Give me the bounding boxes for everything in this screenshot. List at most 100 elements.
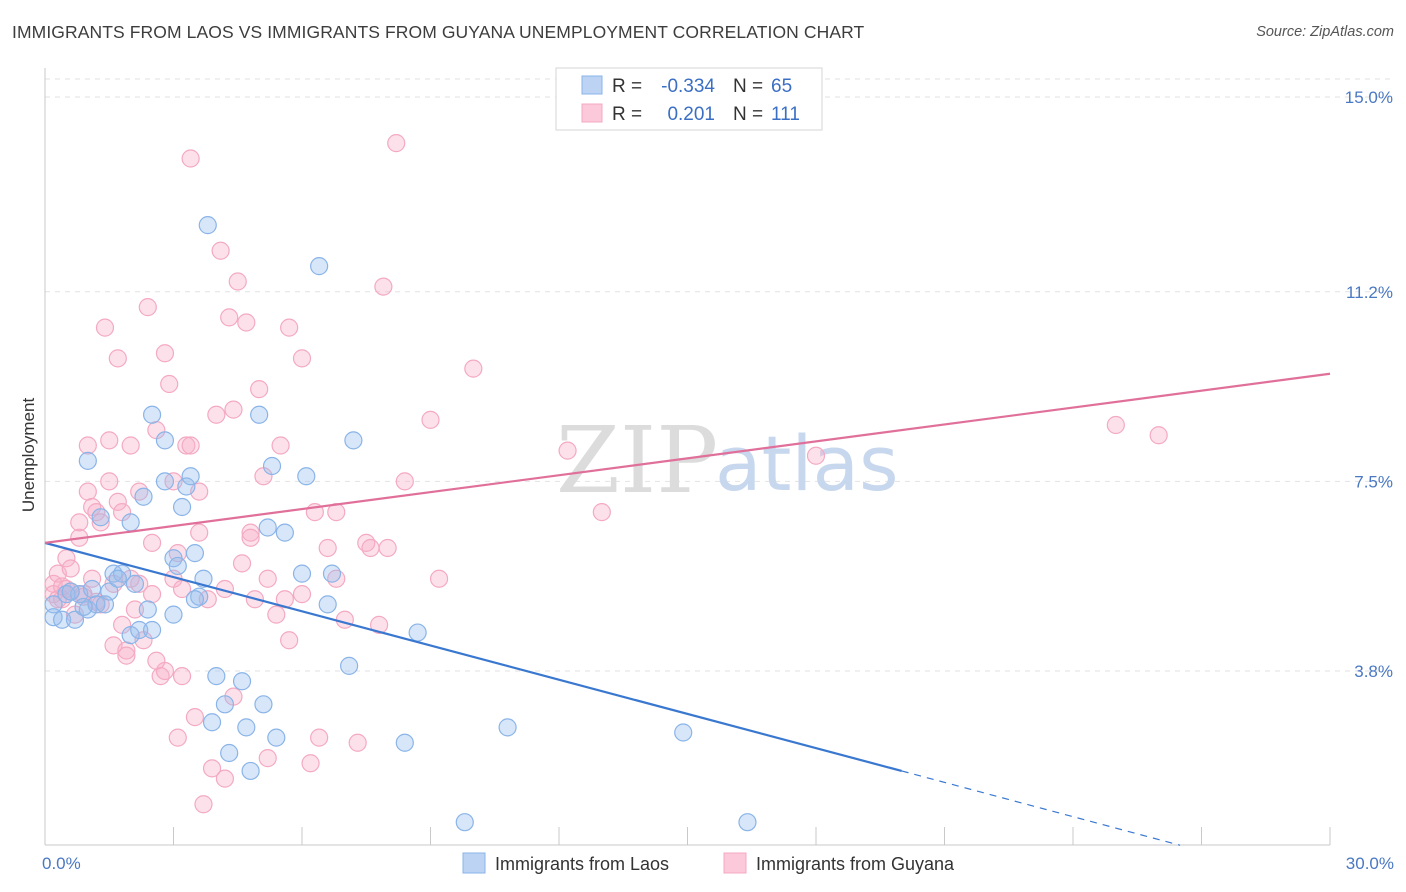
guyana-point-29 <box>121 436 140 455</box>
guyana-point-47 <box>181 149 200 168</box>
guyana-point-74 <box>301 754 320 773</box>
laos-point-7 <box>78 451 97 470</box>
laos-point-48 <box>322 564 342 583</box>
y-tick-label-2: 11.2% <box>1346 283 1393 302</box>
guyana-point-104 <box>190 523 209 542</box>
laos-point-17 <box>142 405 162 424</box>
source-label: Source: ZipAtlas.com <box>1256 24 1394 40</box>
guyana-point-53 <box>202 759 222 778</box>
laos-point-58 <box>74 597 93 617</box>
guyana-point-76 <box>310 728 329 747</box>
laos-point-30 <box>198 216 217 235</box>
guyana-point-81 <box>361 538 380 558</box>
guyana-point-91 <box>592 503 611 522</box>
laos-point-13 <box>121 626 140 645</box>
laos-point-42 <box>267 728 286 747</box>
guyana-point-18 <box>95 318 115 337</box>
guyana-point-110 <box>335 610 354 629</box>
laos-point-46 <box>310 257 329 276</box>
laos-point-14 <box>121 513 140 532</box>
guyana-point-82 <box>370 615 389 634</box>
legend-r-value-laos: -0.334 <box>661 76 715 97</box>
laos-point-54 <box>498 718 517 737</box>
legend-swatch-guyana <box>581 103 603 123</box>
laos-point-36 <box>237 718 256 737</box>
x-tick-label-1: 30.0% <box>1346 854 1394 873</box>
laos-point-23 <box>168 556 187 576</box>
laos-point-56 <box>738 813 757 832</box>
stats-legend: R = -0.334 N = 65 R = 0.201 N = 111 <box>555 67 823 131</box>
guyana-point-20 <box>100 431 119 450</box>
y-tick-label-0: 3.8% <box>1354 662 1393 681</box>
guyana-point-51 <box>194 795 213 814</box>
legend-n-value-guyana: 111 <box>771 104 800 125</box>
x-tick-label-0: 0.0% <box>42 854 81 873</box>
laos-point-49 <box>340 656 359 675</box>
guyana-point-94 <box>1149 426 1168 445</box>
trend-lines <box>44 372 1331 846</box>
guyana-point-72 <box>280 631 299 650</box>
laos-point-47 <box>318 595 337 614</box>
legend-swatch-laos <box>581 75 603 95</box>
guyana-point-13 <box>83 569 102 588</box>
bottom-legend: Immigrants from Laos Immigrants from Guy… <box>462 852 955 874</box>
legend-r-label-laos: R = <box>612 76 642 97</box>
legend-n-value-laos: 65 <box>771 76 792 97</box>
laos-point-31 <box>202 713 222 732</box>
guyana-point-49 <box>185 708 205 727</box>
guyana-point-101 <box>147 651 166 670</box>
guyana-point-36 <box>142 533 162 552</box>
laos-point-51 <box>395 733 414 752</box>
guyana-point-9 <box>70 513 89 532</box>
y-axis-label: Unemployment <box>19 398 38 513</box>
laos-point-4 <box>65 610 85 629</box>
laos-point-32 <box>207 667 226 686</box>
guyana-point-6 <box>61 559 80 578</box>
guyana-point-69 <box>271 436 290 455</box>
data-points <box>44 134 1168 832</box>
laos-point-45 <box>297 467 316 486</box>
bottom-legend-swatch-laos <box>462 852 486 874</box>
laos-point-16 <box>134 487 153 506</box>
laos-point-26 <box>181 467 200 486</box>
guyana-point-83 <box>374 277 393 296</box>
guyana-trend-line <box>44 372 1331 544</box>
laos-point-15 <box>130 620 149 640</box>
guyana-point-41 <box>160 374 179 394</box>
guyana-point-19 <box>100 472 119 491</box>
laos-point-2 <box>53 610 72 629</box>
guyana-point-48 <box>181 436 200 455</box>
laos-point-37 <box>241 761 260 781</box>
guyana-point-92 <box>806 446 826 465</box>
guyana-point-17 <box>91 513 110 532</box>
guyana-point-89 <box>464 359 483 378</box>
laos-point-21 <box>164 605 183 624</box>
guyana-point-62 <box>237 313 256 332</box>
legend-n-label-laos: N = <box>733 76 763 97</box>
laos-point-0 <box>44 595 63 614</box>
guyana-point-77 <box>318 538 337 558</box>
guyana-point-108 <box>292 585 312 604</box>
laos-point-38 <box>250 405 269 424</box>
guyana-point-35 <box>142 585 162 604</box>
chart-title: IMMIGRANTS FROM LAOS VS IMMIGRANTS FROM … <box>12 22 865 42</box>
guyana-point-90 <box>558 441 577 460</box>
guyana-point-67 <box>258 569 277 588</box>
laos-point-64 <box>185 590 205 609</box>
guyana-point-30 <box>125 600 145 619</box>
y-tick-label-3: 15.0% <box>1345 88 1393 107</box>
guyana-point-11 <box>78 482 97 501</box>
legend-n-label-guyana: N = <box>733 104 763 125</box>
laos-point-52 <box>408 623 427 642</box>
laos-point-18 <box>142 620 162 640</box>
bottom-legend-label-guyana: Immigrants from Guyana <box>756 854 955 874</box>
bottom-legend-swatch-guyana <box>723 852 747 874</box>
guyana-point-86 <box>395 472 414 491</box>
laos-point-27 <box>185 544 205 563</box>
guyana-point-55 <box>211 241 230 260</box>
guyana-point-79 <box>348 733 367 752</box>
watermark-zip: ZIP <box>556 407 718 514</box>
bottom-legend-label-laos: Immigrants from Laos <box>495 854 669 874</box>
legend-r-value-guyana: 0.201 <box>667 104 715 125</box>
